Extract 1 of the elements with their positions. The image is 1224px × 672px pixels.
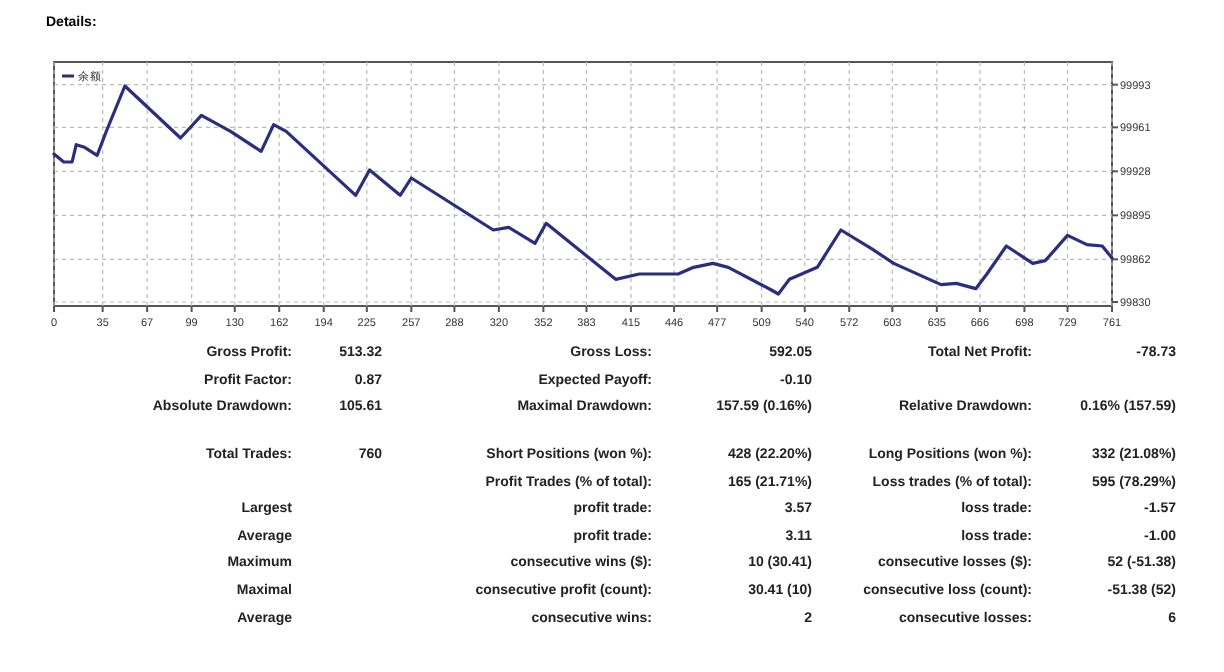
line-series [52, 84, 1114, 296]
